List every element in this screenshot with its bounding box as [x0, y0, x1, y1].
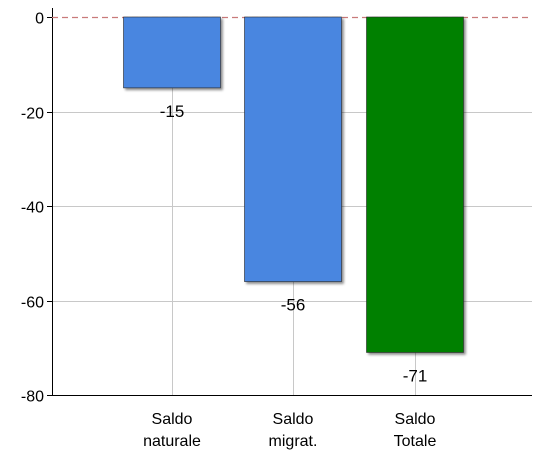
data-label-0: -15	[160, 102, 185, 121]
y-tick-label: -20	[21, 106, 44, 123]
data-label-1: -56	[281, 296, 306, 315]
bar-1	[244, 16, 342, 282]
category-label-2-0: Saldo	[395, 411, 436, 428]
category-label-1-0: Saldo	[273, 411, 314, 428]
labels: 0 -20 -40 -60 -80 -15 -56 -71 Saldo naturale Saldo…	[21, 11, 437, 451]
y-tick-label: 0	[35, 11, 44, 28]
bars	[123, 16, 464, 353]
bar-2	[366, 16, 464, 353]
data-label-2: -71	[403, 366, 428, 385]
category-label-2-1: Totale	[394, 433, 437, 450]
bar-0	[123, 16, 221, 89]
category-label-0-1: naturale	[143, 433, 201, 450]
category-label-0-0: Saldo	[152, 411, 193, 428]
category-label-1-1: migrat.	[269, 433, 318, 450]
y-tick-label: -60	[21, 295, 44, 312]
y-tick-label: -40	[21, 200, 44, 217]
y-tick-label: -80	[21, 389, 44, 406]
